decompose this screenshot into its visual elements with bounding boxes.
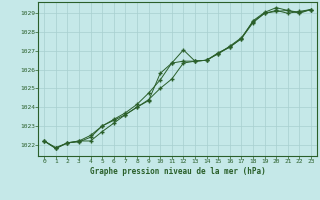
X-axis label: Graphe pression niveau de la mer (hPa): Graphe pression niveau de la mer (hPa) [90, 167, 266, 176]
